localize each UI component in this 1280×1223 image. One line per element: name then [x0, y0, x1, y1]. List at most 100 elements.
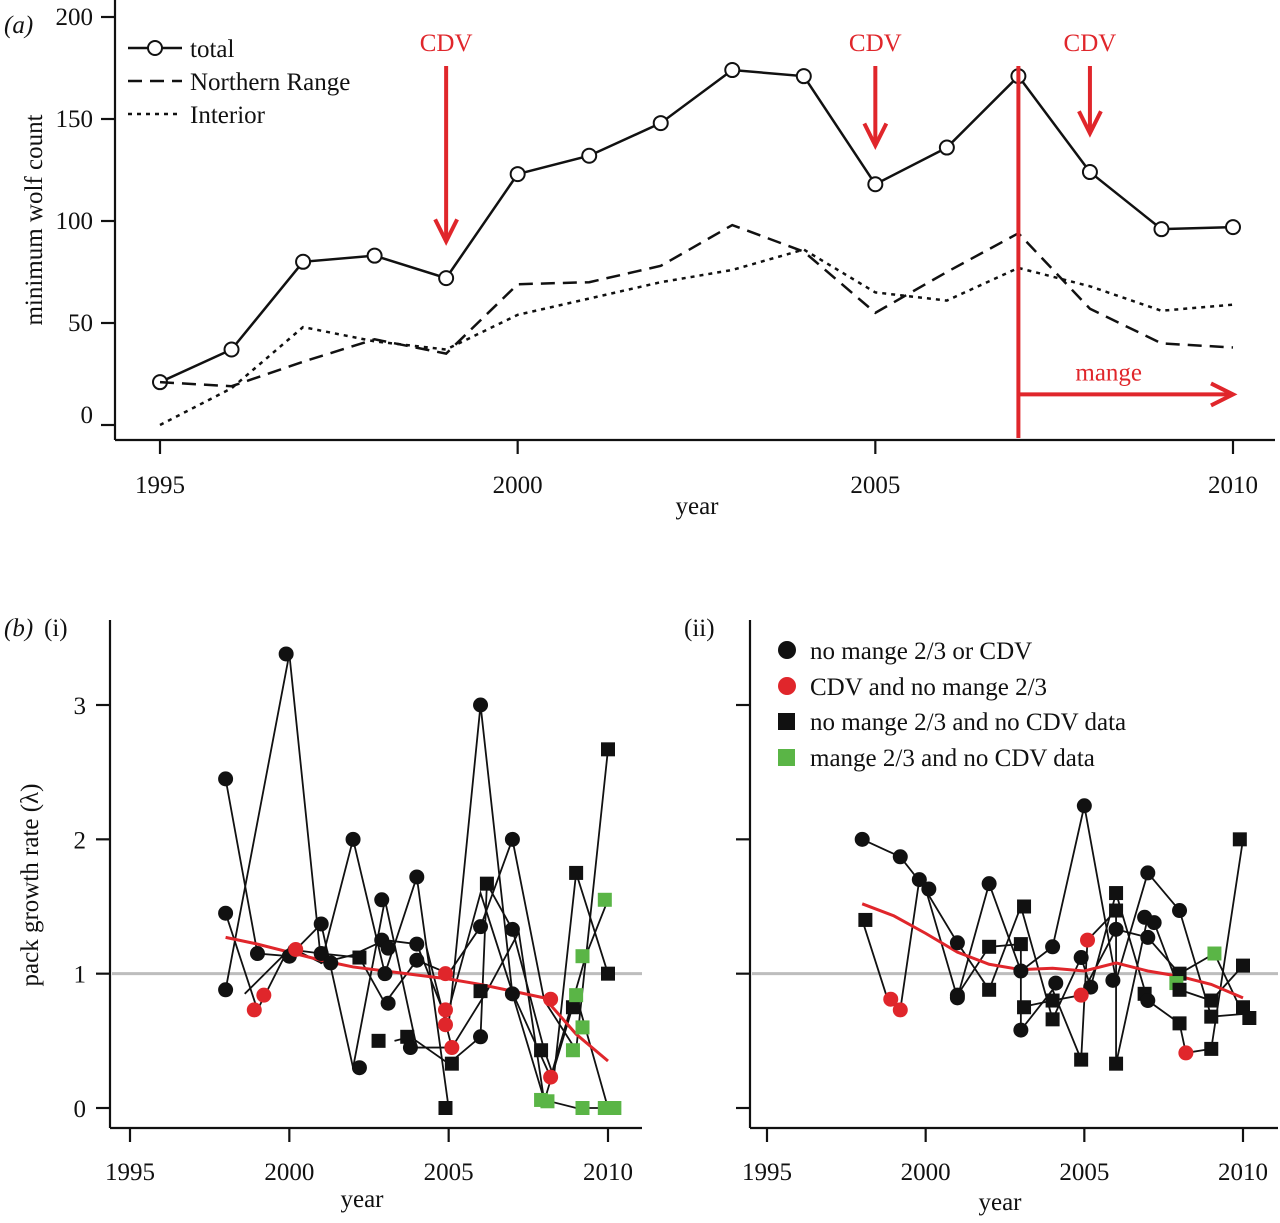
panel-b-label: (b) — [4, 615, 33, 642]
point-no-mange-2-3-or-cdv — [313, 916, 329, 932]
point-no-mange-2-3-or-cdv — [473, 697, 489, 713]
point-cdv-and-no-mange-2-3 — [892, 1002, 908, 1018]
point-no-mange-2-3-and-no-cdv-data — [1236, 1000, 1250, 1015]
x-tick-label: 2000 — [493, 472, 543, 499]
point-no-mange-2-3-or-cdv — [1073, 950, 1089, 966]
point-no-mange-2-3-and-no-cdv-data — [569, 865, 584, 880]
pack-line — [224, 778, 449, 1068]
x-tick-label: 1995 — [135, 472, 185, 499]
y-tick-label: 50 — [68, 310, 93, 337]
point-no-mange-2-3-and-no-cdv-data — [473, 984, 488, 999]
point-no-mange-2-3-or-cdv — [1045, 939, 1061, 955]
point-no-mange-2-3-or-cdv — [473, 919, 489, 935]
y-tick-label: 0 — [74, 1096, 87, 1123]
series-total-point — [1081, 164, 1098, 181]
point-no-mange-2-3-or-cdv — [1013, 1022, 1029, 1038]
panel-b-i-x-label: year — [340, 1186, 384, 1213]
point-mange-2-3-and-no-cdv-data — [597, 892, 612, 907]
legend-no-mange-no-cdv-data-marker — [778, 713, 795, 730]
point-mange-2-3-and-no-cdv-data — [575, 949, 590, 964]
point-no-mange-2-3-or-cdv — [409, 936, 425, 952]
y-tick-label: 150 — [56, 106, 94, 133]
series-total-point — [938, 139, 955, 156]
panel-b-i-plot — [112, 646, 642, 1115]
point-no-mange-2-3-or-cdv — [1076, 798, 1092, 814]
legend-total-label: total — [190, 36, 234, 63]
point-cdv-and-no-mange-2-3 — [1178, 1045, 1194, 1061]
point-no-mange-2-3-or-cdv — [1108, 921, 1124, 937]
panel-a-y-ticks: 0 50 100 150 200 — [56, 4, 115, 429]
point-no-mange-2-3-or-cdv — [504, 831, 520, 847]
panel-b-i-x-ticks: 1995 2000 2005 2010 — [105, 1128, 633, 1186]
series-total-point — [438, 270, 455, 287]
panel-b-ii-legend: no mange 2/3 or CDV CDV and no mange 2/3… — [778, 638, 1126, 772]
pack-line — [447, 889, 609, 1080]
legend-mange-no-cdv-data-marker — [778, 749, 795, 766]
point-no-mange-2-3-or-cdv — [1172, 903, 1188, 919]
point-no-mange-2-3-or-cdv — [1146, 915, 1162, 931]
point-no-mange-2-3-and-no-cdv-data — [438, 1101, 453, 1115]
point-no-mange-2-3-and-no-cdv-data — [601, 742, 615, 757]
point-no-mange-2-3-and-no-cdv-data — [1017, 899, 1032, 914]
panel-a-x-label: year — [675, 493, 719, 520]
point-no-mange-2-3-or-cdv — [377, 966, 393, 982]
y-tick-label: 1 — [74, 962, 87, 989]
point-cdv-and-no-mange-2-3 — [288, 941, 304, 957]
point-no-mange-2-3-or-cdv — [981, 876, 997, 892]
point-cdv-and-no-mange-2-3 — [256, 987, 272, 1003]
point-no-mange-2-3-and-no-cdv-data — [1242, 1010, 1257, 1025]
legend-cdv-no-mange-label: CDV and no mange 2/3 — [810, 674, 1047, 701]
x-tick-label: 2005 — [424, 1159, 474, 1186]
point-no-mange-2-3-or-cdv — [351, 1060, 367, 1076]
cdv-annotation-label: CDV — [420, 30, 473, 57]
x-tick-label: 2010 — [1208, 472, 1258, 499]
point-cdv-and-no-mange-2-3 — [1080, 932, 1096, 948]
point-no-mange-2-3-and-no-cdv-data — [1236, 958, 1250, 973]
point-mange-2-3-and-no-cdv-data — [569, 988, 584, 1003]
point-no-mange-2-3-or-cdv — [409, 869, 425, 885]
point-no-mange-2-3-and-no-cdv-data — [1045, 1012, 1060, 1027]
series-total-point — [1225, 219, 1241, 236]
legend-northern-range-label: Northern Range — [190, 69, 350, 96]
series-total-point — [1153, 221, 1170, 238]
legend-mange-no-cdv-data-label: mange 2/3 and no CDV data — [810, 745, 1095, 772]
point-no-mange-2-3-or-cdv — [345, 831, 361, 847]
point-cdv-and-no-mange-2-3 — [437, 1002, 453, 1018]
point-no-mange-2-3-and-no-cdv-data — [1172, 982, 1187, 997]
panel-a-annotations: CDV CDV CDV mange — [420, 30, 1238, 438]
legend-cdv-no-mange-marker — [778, 677, 796, 695]
panel-a-label: (a) — [4, 12, 33, 39]
panel-a-x-ticks: 1995 2000 2005 2010 — [135, 440, 1258, 499]
point-mange-2-3-and-no-cdv-data — [540, 1094, 555, 1109]
point-no-mange-2-3-or-cdv — [1140, 865, 1156, 881]
series-total-point — [509, 166, 526, 183]
panel-b-ii-label: (ii) — [684, 615, 715, 642]
point-no-mange-2-3-or-cdv — [278, 646, 294, 662]
panel-b-i-axes — [108, 620, 642, 1130]
series-northern-range-line — [159, 223, 1234, 388]
point-no-mange-2-3-or-cdv — [323, 955, 339, 971]
point-no-mange-2-3-or-cdv — [1140, 929, 1156, 945]
series-total-point — [652, 115, 669, 132]
x-tick-label: 2010 — [583, 1159, 633, 1186]
point-cdv-and-no-mange-2-3 — [883, 991, 899, 1007]
point-no-mange-2-3-or-cdv — [409, 952, 425, 968]
panel-b-i-label: (i) — [44, 615, 68, 642]
y-tick-label: 2 — [74, 827, 87, 854]
panel-b-ii-x-ticks: 1995 2000 2005 2010 — [742, 1128, 1268, 1186]
point-no-mange-2-3-and-no-cdv-data — [444, 1056, 459, 1071]
point-mange-2-3-and-no-cdv-data — [565, 1043, 580, 1058]
legend-total-marker — [147, 40, 163, 56]
point-mange-2-3-and-no-cdv-data — [1207, 946, 1222, 961]
cdv-arrow-head — [433, 218, 459, 246]
panel-a-y-label: minimum wolf count — [21, 114, 48, 325]
series-total-point — [295, 253, 312, 270]
point-mange-2-3-and-no-cdv-data — [575, 1020, 590, 1035]
x-tick-label: 2005 — [850, 472, 900, 499]
point-no-mange-2-3-or-cdv — [949, 990, 965, 1006]
point-no-mange-2-3-or-cdv — [949, 935, 965, 951]
panel-b-ii-y-ticks — [736, 703, 750, 1110]
legend-no-mange-no-cdv-data-label: no mange 2/3 and no CDV data — [810, 709, 1126, 736]
legend-interior-label: Interior — [190, 102, 266, 129]
